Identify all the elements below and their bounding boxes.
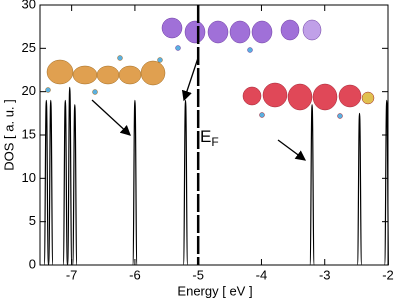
y-tick-label: 25 [22,40,36,55]
y-tick-label: 15 [22,126,36,141]
dos-peak [309,104,315,266]
arrows [91,57,307,161]
y-axis-label: DOS [ a. u. ] [1,99,16,171]
y-tick-label: 0 [29,256,36,271]
y-tick-label: 30 [22,0,36,11]
dos-peak [383,99,390,266]
dos-peak [66,86,73,266]
dos-peak [47,99,54,266]
dos-peak [43,99,50,266]
y-tick-label: 20 [22,83,36,98]
x-tick-label: -2 [382,267,394,282]
molecule-purple [161,17,322,53]
x-tick-label: -4 [256,267,268,282]
x-tick-label: -3 [319,267,331,282]
x-tick-label: -5 [192,267,204,282]
x-tick-label: -6 [129,267,141,282]
fermi-label: EF [200,127,219,149]
x-axis-label: Energy [ eV ] [177,283,252,298]
dos-peak [132,99,138,266]
y-tick-label: 10 [22,170,36,185]
y-tick-label: 5 [29,213,36,228]
dos-peak [72,104,78,266]
x-tick-label: -7 [66,267,78,282]
dos-peak [356,112,363,266]
molecule-orange [45,55,166,95]
dos-peak [62,99,69,266]
dos-peak [182,99,189,266]
molecule-red [242,82,375,119]
